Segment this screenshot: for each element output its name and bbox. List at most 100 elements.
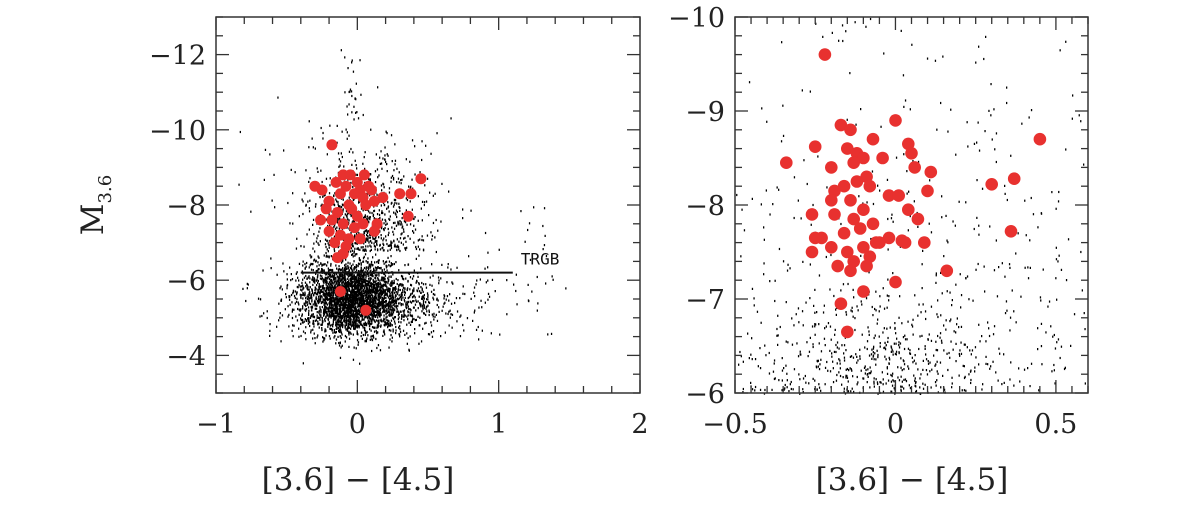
- field-star-dot: [331, 306, 333, 310]
- field-star-dot: [392, 221, 395, 225]
- field-star-dot: [333, 299, 335, 302]
- field-star-dot: [314, 289, 316, 292]
- field-star-dot: [354, 312, 357, 316]
- field-star-dot: [898, 379, 901, 382]
- field-star-dot: [939, 361, 942, 364]
- field-star-dot: [853, 390, 855, 393]
- field-star-dot: [347, 313, 349, 316]
- field-star-dot: [352, 358, 355, 361]
- field-star-dot: [338, 341, 340, 345]
- field-star-dot: [333, 315, 335, 318]
- field-star-dot: [963, 389, 966, 392]
- field-star-dot: [359, 292, 361, 295]
- field-star-dot: [352, 324, 354, 327]
- field-star-dot: [330, 304, 332, 307]
- field-star-dot: [353, 105, 355, 108]
- field-star-dot: [356, 111, 358, 114]
- field-star-dot: [369, 178, 371, 181]
- field-star-dot: [446, 281, 448, 284]
- field-star-dot: [329, 324, 332, 327]
- field-star-dot: [352, 298, 355, 301]
- field-star-dot: [392, 177, 395, 180]
- field-star-dot: [367, 266, 369, 269]
- field-star-dot: [401, 232, 403, 235]
- field-star-dot: [335, 298, 337, 301]
- field-star-dot: [345, 267, 348, 271]
- field-star-dot: [346, 300, 348, 304]
- field-star-dot: [410, 320, 412, 324]
- field-star-dot: [304, 267, 306, 270]
- field-star-dot: [339, 356, 342, 359]
- field-star-dot: [348, 90, 350, 94]
- field-star-dot: [304, 318, 306, 321]
- field-star-dot: [427, 333, 430, 336]
- field-star-dot: [371, 309, 373, 312]
- field-star-dot: [317, 242, 319, 245]
- field-star-dot: [353, 346, 355, 349]
- field-star-dot: [367, 302, 369, 305]
- field-star-dot: [873, 385, 875, 388]
- field-star-dot: [348, 330, 350, 333]
- field-star-dot: [398, 316, 400, 319]
- field-star-dot: [279, 312, 281, 315]
- field-star-dot: [304, 291, 306, 294]
- field-star-dot: [351, 289, 353, 292]
- field-star-dot: [362, 249, 364, 252]
- field-star-dot: [386, 321, 389, 324]
- field-star-dot: [391, 297, 393, 300]
- field-star-dot: [965, 389, 967, 392]
- field-star-dot: [773, 377, 776, 381]
- field-star-dot: [366, 337, 368, 340]
- field-star-dot: [357, 270, 360, 273]
- field-star-dot: [320, 262, 322, 265]
- field-star-dot: [401, 212, 404, 215]
- field-star-dot: [912, 318, 914, 321]
- field-star-dot: [383, 268, 385, 271]
- field-star-dot: [288, 295, 290, 298]
- field-star-dot: [360, 301, 362, 304]
- field-star-dot: [360, 246, 362, 249]
- field-star-dot: [887, 248, 889, 251]
- field-star-dot: [328, 213, 330, 216]
- field-star-dot: [377, 261, 380, 264]
- field-star-dot: [399, 206, 401, 209]
- field-star-dot: [330, 314, 332, 317]
- field-star-dot: [380, 283, 382, 286]
- field-star-dot: [387, 249, 389, 252]
- field-star-dot: [320, 270, 322, 273]
- field-star-dot: [474, 295, 476, 298]
- field-star-dot: [426, 310, 428, 313]
- field-star-dot: [378, 174, 380, 177]
- field-star-dot: [336, 275, 338, 278]
- field-star-dot: [322, 263, 324, 266]
- field-star-dot: [441, 182, 443, 185]
- field-star-dot: [280, 298, 283, 301]
- field-star-dot: [334, 312, 336, 315]
- field-star-dot: [402, 310, 404, 313]
- field-star-dot: [368, 287, 370, 290]
- field-star-dot: [269, 153, 271, 156]
- field-star-dot: [772, 370, 775, 373]
- field-star-dot: [886, 294, 888, 297]
- field-star-dot: [889, 358, 891, 361]
- field-star-dot: [1056, 341, 1058, 344]
- field-star-dot: [381, 189, 383, 192]
- field-star-dot: [843, 352, 845, 355]
- field-star-dot: [391, 241, 393, 244]
- field-star-dot: [375, 269, 377, 272]
- field-star-dot: [311, 278, 313, 281]
- field-star-dot: [337, 320, 339, 323]
- field-star-dot: [330, 283, 332, 286]
- field-star-dot: [362, 268, 364, 271]
- field-star-dot: [367, 322, 370, 325]
- red-point: [340, 180, 352, 192]
- field-star-dot: [845, 313, 848, 316]
- field-star-dot: [877, 392, 879, 395]
- field-star-dot: [403, 313, 405, 316]
- field-star-dot: [315, 288, 317, 291]
- field-star-dot: [298, 279, 300, 282]
- field-star-dot: [338, 205, 340, 208]
- field-star-dot: [355, 111, 357, 114]
- field-star-dot: [333, 235, 336, 238]
- field-star-dot: [443, 302, 445, 305]
